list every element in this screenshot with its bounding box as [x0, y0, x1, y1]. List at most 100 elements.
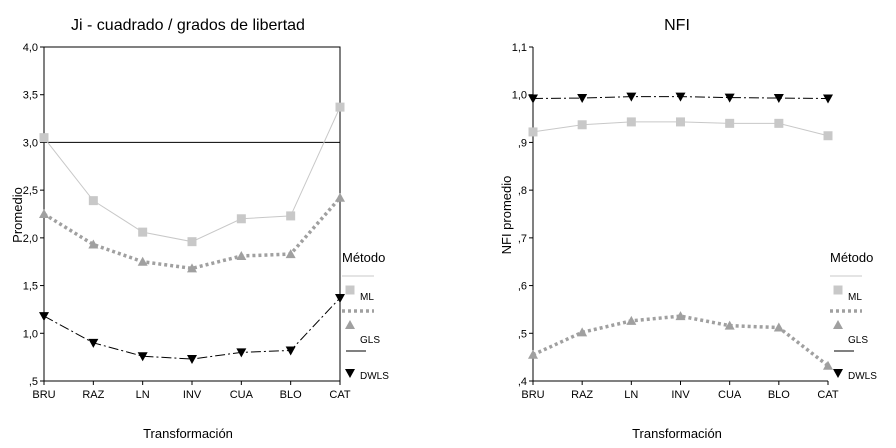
data-point-gls: [187, 263, 197, 273]
x-tick-label: BRU: [32, 389, 55, 401]
data-point-ml: [626, 117, 636, 127]
x-tick-label: CAT: [817, 389, 838, 401]
data-point-gls: [137, 256, 148, 266]
legend-label-dwls: DWLS: [848, 371, 877, 382]
legend-marker-ml: [833, 285, 843, 295]
data-point-dwls: [88, 338, 99, 348]
data-point-dwls: [823, 94, 833, 104]
data-point-ml: [286, 211, 296, 221]
data-point-dwls: [626, 92, 637, 102]
x-axis-label: Transformación: [143, 426, 233, 441]
data-point-dwls: [675, 92, 686, 102]
data-point-gls: [626, 315, 637, 325]
data-point-dwls: [39, 312, 49, 322]
x-tick-label: INV: [671, 389, 690, 401]
y-axis-label: Promedio: [10, 187, 25, 243]
data-point-dwls: [187, 355, 197, 365]
data-point-dwls: [773, 94, 784, 104]
chart-nfi: NFI Transformación NFI promedio Método M…: [499, 17, 877, 441]
data-point-ml: [335, 102, 345, 112]
data-point-dwls: [335, 293, 345, 303]
data-point-dwls: [724, 93, 735, 103]
legend-label-ml: ML: [360, 292, 374, 303]
x-tick-label: LN: [136, 389, 150, 401]
data-point-gls: [577, 327, 588, 337]
data-point-dwls: [137, 352, 148, 362]
data-point-ml: [725, 118, 735, 128]
x-tick-label: CUA: [230, 389, 254, 401]
data-point-gls: [285, 249, 296, 259]
data-point-gls: [39, 209, 49, 218]
y-tick-label: 2,5: [23, 185, 38, 197]
y-tick-label: ,7: [518, 233, 527, 245]
y-axis-label: NFI promedio: [499, 176, 514, 255]
data-point-ml: [528, 127, 538, 137]
y-tick-label: ,5: [29, 376, 38, 388]
data-point-dwls: [528, 94, 538, 104]
data-point-ml: [823, 131, 833, 141]
data-point-dwls: [577, 94, 588, 104]
y-tick-label: ,5: [518, 328, 527, 340]
legend-label-ml: ML: [848, 292, 862, 303]
data-point-ml: [577, 120, 587, 130]
chart-title: Ji - cuadrado / grados de libertad: [71, 17, 305, 34]
y-tick-label: ,9: [518, 137, 527, 149]
y-tick-label: 2,0: [23, 233, 38, 245]
series-line-ml: [43, 106, 341, 243]
data-point-gls: [528, 349, 538, 359]
series-line-dwls: [43, 297, 341, 360]
y-tick-label: 3,5: [23, 90, 38, 102]
data-point-ml: [676, 117, 685, 127]
legend-title: Método: [342, 250, 385, 265]
y-tick-label: 1,5: [23, 281, 38, 293]
legend-label-gls: GLS: [360, 335, 380, 346]
data-point-dwls: [236, 348, 247, 358]
legend-label-dwls: DWLS: [360, 371, 389, 382]
data-point-ml: [236, 214, 246, 224]
data-point-gls: [724, 320, 735, 330]
series-line-gls: [43, 196, 342, 271]
legend-marker-gls: [833, 320, 843, 329]
x-tick-label: CAT: [329, 389, 350, 401]
legend-label-gls: GLS: [848, 335, 868, 346]
y-tick-label: 1,1: [512, 42, 527, 54]
y-tick-label: 1,0: [512, 90, 527, 102]
plot-frame: [43, 46, 341, 382]
legend-marker-ml: [345, 285, 355, 295]
y-tick-label: ,8: [518, 185, 527, 197]
x-axis-label: Transformación: [632, 426, 722, 441]
data-point-gls: [88, 239, 99, 249]
chart-title: NFI: [664, 17, 690, 34]
data-point-dwls: [285, 346, 296, 356]
data-point-ml: [138, 227, 148, 237]
y-tick-label: 3,0: [23, 137, 38, 149]
y-tick-label: 1,0: [23, 328, 38, 340]
x-tick-label: BLO: [768, 389, 790, 401]
legend-marker-gls: [345, 320, 355, 329]
data-point-gls: [773, 322, 784, 332]
x-tick-label: RAZ: [82, 389, 104, 401]
data-point-ml: [88, 196, 98, 206]
y-tick-label: 4,0: [23, 42, 38, 54]
x-tick-label: BLO: [280, 389, 302, 401]
data-point-gls: [823, 360, 833, 370]
series-line-gls: [532, 314, 830, 368]
x-tick-label: BRU: [521, 389, 544, 401]
x-tick-label: INV: [183, 389, 202, 401]
x-tick-label: RAZ: [571, 389, 593, 401]
data-point-gls: [335, 192, 345, 202]
data-point-gls: [675, 311, 686, 321]
legend-title: Método: [830, 250, 873, 265]
chart-chi-square: Ji - cuadrado / grados de libertad Trans…: [10, 17, 389, 441]
x-tick-label: LN: [624, 389, 638, 401]
data-point-ml: [39, 133, 49, 143]
y-tick-label: ,6: [518, 281, 527, 293]
y-tick-label: ,4: [518, 376, 527, 388]
data-point-ml: [187, 237, 197, 247]
legend-marker-dwls: [345, 369, 355, 378]
data-point-gls: [236, 250, 247, 260]
data-point-ml: [774, 118, 784, 128]
x-tick-label: CUA: [718, 389, 742, 401]
legend-marker-dwls: [833, 369, 843, 378]
